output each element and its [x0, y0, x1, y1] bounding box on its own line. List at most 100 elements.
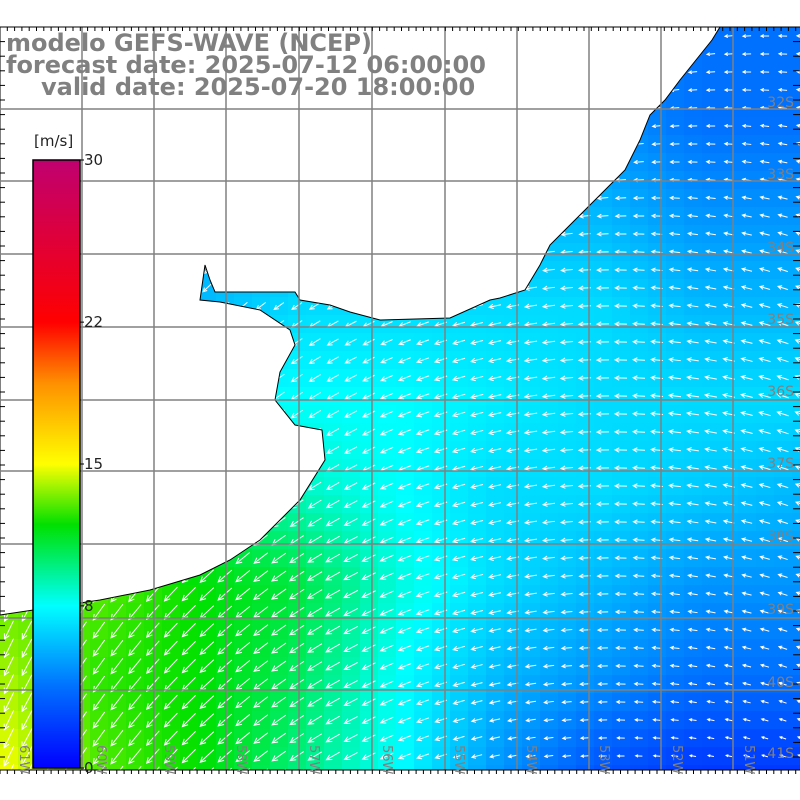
- wind-cell: [792, 639, 800, 658]
- wind-arrow: [723, 141, 734, 146]
- wind-arrow: [685, 393, 700, 399]
- wind-arrow: [704, 375, 717, 381]
- wind-arrow: [794, 321, 800, 326]
- wind-cell: [90, 765, 109, 771]
- wind-cell: [792, 477, 800, 496]
- wind-arrow: [469, 321, 484, 328]
- wind-arrow: [740, 285, 753, 290]
- wind-cell: [792, 81, 800, 100]
- wind-arrow: [776, 356, 789, 363]
- wind-arrow: [596, 231, 609, 237]
- wind-arrow: [758, 374, 771, 381]
- wind-arrow: [416, 339, 430, 346]
- latitude-label: 32S: [767, 95, 794, 111]
- wind-arrow: [758, 285, 771, 290]
- wind-arrow: [631, 375, 646, 381]
- wind-arrow: [758, 303, 771, 308]
- wind-cell: [702, 765, 721, 771]
- wind-arrow: [686, 249, 699, 255]
- wind-arrow: [687, 70, 698, 75]
- wind-arrow: [725, 772, 732, 776]
- wind-arrow: [687, 159, 698, 165]
- wind-arrow: [741, 213, 752, 218]
- latitude-label: 39S: [767, 602, 794, 618]
- wind-arrow: [758, 339, 771, 345]
- wind-arrow: [632, 267, 645, 273]
- wind-cell: [486, 765, 505, 771]
- wind-arrow: [271, 768, 287, 780]
- wind-arrow: [723, 231, 734, 236]
- wind-arrow: [541, 339, 556, 345]
- wind-arrow: [308, 356, 321, 364]
- wind-arrow: [559, 357, 574, 363]
- wind-cell: [324, 765, 343, 771]
- wind-arrow: [543, 772, 554, 777]
- wind-arrow: [759, 249, 770, 254]
- wind-arrow: [741, 34, 752, 38]
- latitude-label: 38S: [767, 529, 794, 545]
- wind-arrow: [723, 70, 734, 74]
- wind-cell: [792, 315, 800, 334]
- wind-arrow: [777, 34, 788, 38]
- wind-arrow: [507, 772, 518, 777]
- wind-arrow: [291, 302, 303, 310]
- longitude-label: 55W: [451, 745, 466, 775]
- wind-arrow: [776, 321, 789, 327]
- wind-arrow: [415, 393, 430, 400]
- wind-cell: [342, 765, 361, 771]
- wind-arrow: [686, 357, 699, 363]
- wind-arrow: [758, 321, 771, 327]
- wind-arrow: [704, 267, 717, 272]
- wind-arrow: [668, 321, 681, 327]
- wind-cell: [792, 243, 800, 262]
- wind-cell: [792, 747, 800, 766]
- wind-arrow: [542, 285, 555, 291]
- wind-arrow: [559, 303, 574, 309]
- wind-arrow: [741, 195, 752, 200]
- wind-cell: [792, 387, 800, 406]
- wind-cell: [558, 765, 577, 771]
- wind-arrow: [415, 375, 430, 382]
- wind-arrow: [776, 374, 789, 381]
- wind-arrow: [379, 392, 394, 400]
- wind-cell: [648, 765, 667, 771]
- wind-cell: [540, 765, 559, 771]
- wind-cell: [792, 153, 800, 172]
- wind-arrow: [523, 357, 538, 363]
- wind-arrow: [777, 52, 788, 56]
- wind-cell: [738, 765, 757, 771]
- wind-cell: [792, 657, 800, 676]
- colorbar-units: [m/s]: [34, 132, 74, 150]
- wind-arrow: [361, 392, 376, 400]
- wind-cell: [504, 765, 523, 771]
- wind-arrow: [380, 356, 394, 364]
- wind-arrow: [398, 357, 412, 364]
- wind-cell: [18, 765, 37, 771]
- wind-cell: [792, 207, 800, 226]
- wind-arrow: [202, 283, 212, 293]
- wind-arrow: [362, 356, 376, 364]
- wind-arrow: [687, 231, 698, 237]
- wind-arrow: [723, 52, 734, 57]
- wind-arrow: [794, 339, 800, 344]
- wind-arrow: [705, 52, 716, 57]
- wind-cell: [792, 225, 800, 244]
- wind-arrow: [469, 375, 484, 382]
- colorbar-tick-label: 0: [84, 759, 94, 777]
- wind-arrow: [632, 339, 645, 345]
- wind-cell: [180, 765, 199, 771]
- wind-arrow: [759, 231, 770, 236]
- wind-cell: [792, 693, 800, 712]
- wind-arrow: [308, 374, 321, 383]
- wind-arrow: [759, 52, 770, 56]
- wind-cell: [792, 261, 800, 280]
- wind-arrow: [777, 249, 788, 255]
- wind-arrow: [668, 249, 681, 255]
- wind-arrow: [668, 267, 681, 273]
- wind-arrow: [795, 87, 800, 92]
- wind-arrow: [794, 356, 800, 362]
- wind-arrow: [758, 267, 771, 272]
- wind-arrow: [759, 159, 770, 164]
- wind-arrow: [777, 87, 788, 92]
